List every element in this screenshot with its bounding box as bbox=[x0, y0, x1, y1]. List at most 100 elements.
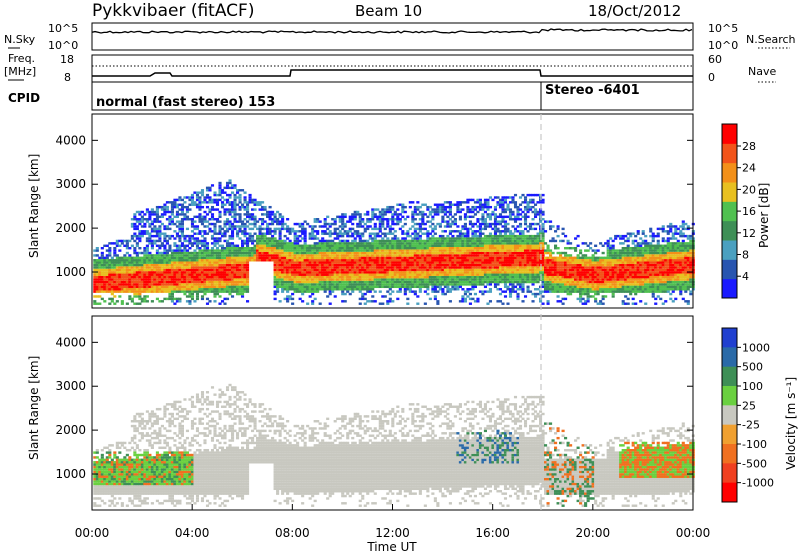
power-cell bbox=[133, 246, 137, 250]
power-cell bbox=[213, 249, 217, 252]
power-cell bbox=[463, 218, 467, 221]
power-cell bbox=[175, 246, 179, 250]
power-cell bbox=[423, 203, 427, 206]
power-cell bbox=[331, 222, 335, 226]
power-cell bbox=[143, 300, 147, 303]
power-cell bbox=[426, 208, 430, 211]
power-cell bbox=[323, 271, 327, 274]
power-cell bbox=[183, 263, 187, 267]
power-cell bbox=[363, 244, 367, 247]
power-cell bbox=[148, 268, 152, 272]
power-cell bbox=[306, 275, 310, 279]
power-cell bbox=[145, 244, 149, 247]
power-cell bbox=[348, 218, 352, 221]
power-cell bbox=[313, 297, 317, 301]
power-cell bbox=[258, 203, 262, 206]
power-cell bbox=[210, 218, 215, 221]
power-cell bbox=[165, 288, 169, 291]
power-cell bbox=[373, 273, 377, 276]
power-cell bbox=[368, 246, 372, 250]
power-cell bbox=[173, 261, 177, 264]
power-cell bbox=[215, 290, 220, 293]
power-cell bbox=[371, 218, 375, 221]
power-cell bbox=[278, 230, 282, 233]
power-cell bbox=[195, 227, 200, 231]
power-cell bbox=[233, 249, 237, 252]
power-cell bbox=[346, 278, 350, 281]
power-cell bbox=[523, 227, 528, 231]
power-cell bbox=[341, 225, 345, 228]
power-cell bbox=[343, 300, 347, 303]
power-cell bbox=[95, 259, 99, 262]
power-cell bbox=[326, 263, 330, 267]
power-cell bbox=[208, 283, 212, 286]
power-cell bbox=[363, 242, 367, 245]
power-cell bbox=[200, 256, 205, 260]
power-cell bbox=[208, 268, 212, 272]
power-cell bbox=[323, 254, 327, 257]
power-cell bbox=[238, 237, 242, 240]
power-cell bbox=[213, 278, 217, 281]
power-cell bbox=[246, 237, 250, 240]
power-cell bbox=[208, 263, 212, 267]
power-cell bbox=[118, 263, 122, 267]
power-cell bbox=[331, 256, 335, 260]
power-cell bbox=[361, 288, 365, 291]
power-cell bbox=[291, 285, 295, 289]
power-cell bbox=[303, 275, 307, 279]
power-cell bbox=[123, 261, 127, 264]
power-cell bbox=[223, 266, 227, 269]
power-cell bbox=[276, 249, 280, 252]
power-cell bbox=[246, 251, 250, 255]
power-cell bbox=[278, 278, 282, 281]
power-cell bbox=[381, 215, 385, 219]
power-cell bbox=[225, 256, 230, 260]
power-cell bbox=[238, 290, 242, 293]
power-cell bbox=[145, 239, 149, 243]
power-cell bbox=[423, 213, 427, 216]
power-cell bbox=[98, 288, 102, 291]
power-cell bbox=[108, 302, 112, 305]
power-cell bbox=[140, 232, 144, 235]
power-cell bbox=[243, 280, 247, 284]
power-cell bbox=[291, 283, 295, 286]
power-cell bbox=[351, 290, 355, 293]
power-cell bbox=[198, 290, 202, 293]
power-cell bbox=[108, 275, 112, 279]
power-cell bbox=[215, 220, 220, 223]
power-cell bbox=[288, 232, 292, 235]
power-cell bbox=[273, 237, 277, 240]
power-cell bbox=[366, 290, 370, 293]
power-cell bbox=[155, 215, 159, 219]
power-cell bbox=[130, 278, 134, 281]
power-cell bbox=[190, 218, 195, 221]
power-cell bbox=[195, 275, 200, 279]
power-cell bbox=[316, 251, 320, 255]
power-cell bbox=[268, 232, 272, 235]
power-cell bbox=[361, 239, 365, 243]
power-cell bbox=[258, 232, 262, 235]
power-cell bbox=[158, 256, 162, 260]
power-cell bbox=[276, 210, 280, 214]
power-cell bbox=[180, 203, 185, 206]
power-cell bbox=[200, 189, 205, 192]
power-cell bbox=[165, 218, 169, 221]
power-cell bbox=[243, 201, 247, 204]
power-cell bbox=[185, 196, 190, 199]
power-cell bbox=[195, 205, 200, 209]
power-cell bbox=[170, 275, 174, 279]
power-cell bbox=[308, 261, 312, 264]
power-cell bbox=[341, 263, 345, 267]
power-cell bbox=[278, 244, 282, 247]
power-cell bbox=[160, 285, 164, 289]
power-cell bbox=[168, 295, 172, 298]
power-cell bbox=[336, 263, 340, 267]
power-cell bbox=[283, 222, 287, 226]
power-cell bbox=[368, 232, 372, 235]
power-cell bbox=[158, 271, 162, 274]
power-cell bbox=[338, 239, 342, 243]
power-cell bbox=[128, 261, 132, 264]
power-cell bbox=[158, 251, 162, 255]
power-cell bbox=[333, 220, 337, 223]
power-cell bbox=[205, 201, 210, 204]
